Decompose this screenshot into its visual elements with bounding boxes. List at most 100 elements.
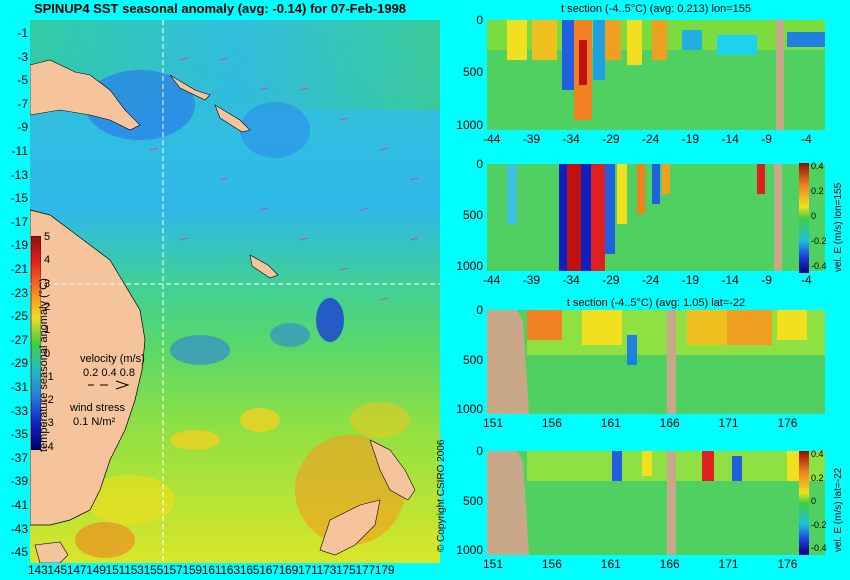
section-depth-tick: 1000	[456, 402, 483, 417]
colorbar-tick-label: 1	[44, 324, 51, 337]
section-x-tick: -29	[602, 132, 620, 146]
colorbar-tick-label: -4	[44, 440, 54, 453]
land-nz-north	[369, 439, 416, 501]
section-x-tick: -24	[642, 273, 660, 287]
main-colorbar	[31, 236, 41, 450]
lat-tick-label: -1	[17, 26, 28, 40]
section-x-tick: -44	[483, 273, 501, 287]
lat-tick-label: -33	[10, 403, 28, 418]
section4-plot[interactable]	[487, 451, 825, 555]
section3-plot[interactable]	[487, 310, 825, 414]
lat-tick-label: -15	[10, 191, 28, 206]
vel-colorbar-tick: 0.4	[811, 161, 824, 171]
main-map-title: SPINUP4 SST seasonal anomaly (avg: -0.14…	[33, 1, 407, 16]
cool-anomaly	[85, 70, 195, 140]
section-x-tick: -44	[483, 132, 501, 146]
sst-anomaly-map[interactable]	[30, 20, 440, 563]
section-x-tick: 171	[718, 557, 739, 571]
section1-plot[interactable]	[487, 20, 825, 130]
colorbar-tick-label: 5	[44, 231, 51, 243]
section-x-tick: 156	[541, 416, 562, 430]
vel-colorbar-tick: -0.2	[811, 519, 827, 530]
section-x-tick: -39	[522, 132, 541, 146]
land-tasmania	[34, 541, 69, 563]
lat-tick-label: -3	[17, 49, 28, 64]
section-depth-tick: 0	[476, 13, 483, 27]
vel-colorbar-tick: 0.2	[811, 186, 824, 196]
wind-stress-vectors	[149, 57, 419, 301]
section-x-tick: 156	[541, 557, 562, 571]
colorbar-label: temperature seasonal anomaly (°C)	[38, 278, 50, 452]
section-depth-tick: 1000	[456, 543, 483, 558]
colorbar-tick-label: -3	[44, 417, 54, 430]
land-solomon-islands	[214, 104, 251, 133]
section-x-tick: -19	[681, 273, 700, 287]
vel-colorbar-tick: 0	[811, 496, 817, 506]
section-x-tick: 161	[600, 416, 621, 430]
land-new-caledonia	[249, 254, 279, 279]
lat-tick-label: -17	[10, 214, 28, 229]
section-x-tick: -34	[562, 273, 580, 287]
section-x-tick: -14	[721, 273, 739, 287]
section-depth-tick: 0	[476, 444, 483, 458]
lat-tick-label: -13	[10, 167, 28, 182]
section-x-tick: 171	[718, 416, 739, 430]
wind-label: wind stress	[70, 402, 126, 414]
section-x-tick: 176	[777, 416, 798, 430]
vel-colorbar-tick: 0.2	[811, 472, 824, 483]
section1-title: t section (-4..5°C) (avg: 0.213) lon=155	[561, 3, 751, 15]
lon-axis: 1431451471491511531551571591611631651671…	[28, 563, 395, 577]
vel-colorbar-1-label: vel. E (m/s) lon=155	[833, 182, 844, 272]
lat-tick-label: -39	[10, 474, 28, 489]
lat-tick-label: -31	[10, 380, 28, 394]
section-depth-tick: 0	[476, 157, 483, 171]
colorbar-tick-label: 3	[44, 277, 51, 290]
colorbar-tick-label: -2	[44, 394, 54, 407]
section-depth-tick: 500	[462, 207, 483, 222]
section-x-tick: 166	[659, 416, 680, 430]
colorbar-tick-label: 0	[44, 347, 51, 360]
section-x-tick: -24	[642, 132, 660, 146]
section-x-tick: 176	[777, 557, 798, 571]
section-x-tick: -9	[761, 273, 772, 287]
section-x-tick: -39	[522, 273, 541, 287]
lat-tick-label: -21	[10, 262, 28, 276]
section-x-tick: -4	[801, 132, 812, 146]
vel-colorbar-2-label: vel. E (m/s) lat=-22	[833, 467, 844, 552]
lat-tick-label: -11	[11, 144, 28, 158]
velocity-arrows	[88, 380, 130, 390]
vel-colorbar-tick: 0.4	[811, 449, 824, 459]
lat-tick-label: -27	[10, 332, 28, 347]
section-depth-tick: 0	[476, 303, 483, 317]
vel-colorbar-tick: -0.4	[811, 543, 827, 553]
section-depth-tick: 500	[462, 493, 483, 508]
lat-tick-label: -29	[10, 356, 28, 371]
velocity-label: velocity (m/s)	[80, 353, 145, 365]
colorbar-tick-label: 4	[44, 254, 51, 267]
vel-colorbar-tick: 0	[811, 211, 817, 221]
colorbar-tick-label: 2	[44, 300, 51, 313]
section-depth-tick: 1000	[456, 258, 483, 273]
lat-tick-label: -23	[10, 285, 28, 300]
section-x-tick: -34	[562, 132, 580, 146]
section-x-tick: -19	[681, 132, 700, 146]
section-x-tick: -9	[761, 132, 772, 146]
lat-tick-label: -35	[10, 427, 28, 442]
section2-plot[interactable]	[487, 164, 825, 271]
land-nz-south	[319, 499, 381, 556]
lat-tick-label: -7	[17, 96, 28, 111]
vel-colorbar-tick: -0.2	[811, 236, 827, 246]
lat-tick-label: -41	[10, 498, 28, 512]
land-new-britain	[169, 74, 211, 101]
lat-tick-label: -25	[10, 309, 28, 324]
wind-scale: 0.1 N/m²	[73, 416, 116, 428]
land-new-guinea	[30, 59, 141, 131]
section-x-tick: -4	[801, 273, 812, 287]
lat-tick-label: -37	[10, 450, 28, 465]
vel-colorbar-tick: -0.4	[811, 261, 827, 271]
section-depth-tick: 500	[462, 65, 483, 80]
section-depth-tick: 500	[462, 352, 483, 367]
section-x-tick: -29	[602, 273, 620, 287]
lat-tick-label: -5	[17, 73, 28, 88]
lat-tick-label: -19	[10, 238, 28, 253]
